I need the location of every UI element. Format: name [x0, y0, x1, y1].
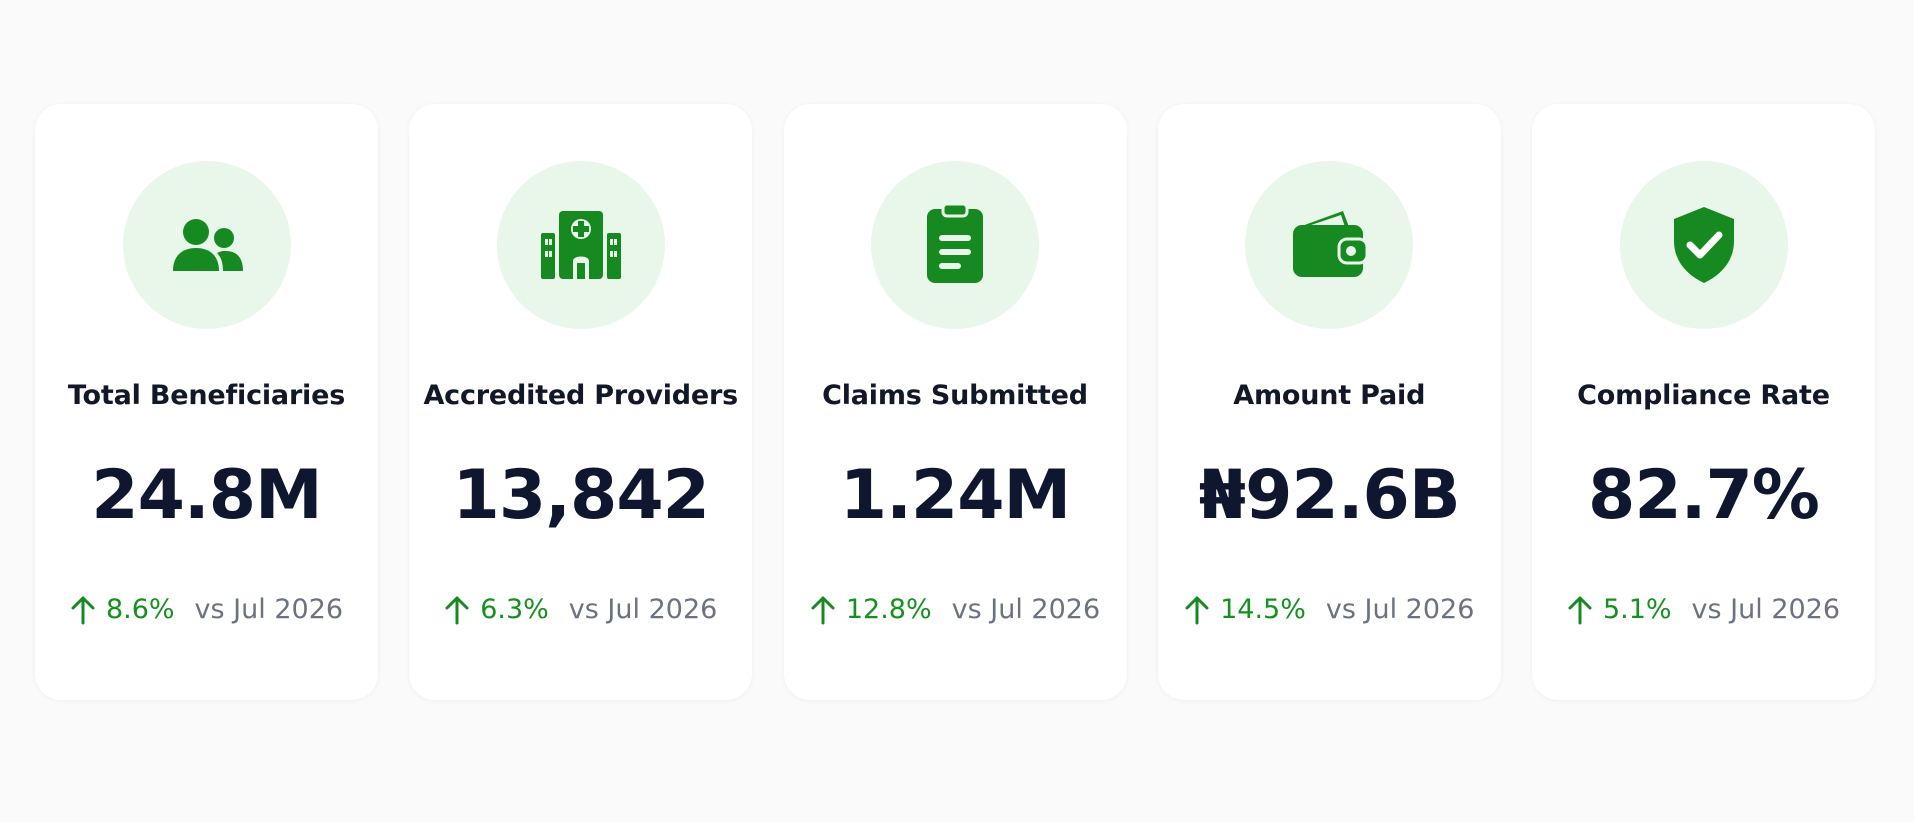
kpi-card-compliance-rate[interactable]: Compliance Rate 82.7% 5.1% vs Jul 2026	[1532, 104, 1875, 700]
kpi-change: 8.6% vs Jul 2026	[35, 594, 378, 625]
users-icon	[172, 219, 243, 271]
kpi-value: 24.8M	[91, 456, 322, 535]
kpi-value: 82.7%	[1588, 456, 1820, 535]
kpi-label: Amount Paid	[1233, 380, 1426, 411]
comparison-period: vs Jul 2026	[194, 594, 344, 625]
change-percent: 14.5%	[1220, 594, 1306, 625]
kpi-change: 6.3% vs Jul 2026	[409, 594, 752, 625]
change-percent: 8.6%	[105, 594, 175, 625]
comparison-period: vs Jul 2026	[1691, 594, 1841, 625]
hospital-icon	[540, 211, 621, 279]
arrow-up-icon	[810, 595, 836, 625]
arrow-up-icon	[1567, 595, 1593, 625]
change-percent: 5.1%	[1602, 594, 1672, 625]
arrow-up-icon	[444, 595, 470, 625]
kpi-label: Compliance Rate	[1577, 380, 1830, 411]
kpi-label: Claims Submitted	[822, 380, 1088, 411]
kpi-card-total-beneficiaries[interactable]: Total Beneficiaries 24.8M 8.6% vs Jul 20…	[35, 104, 378, 700]
kpi-value: 1.24M	[839, 456, 1071, 535]
clipboard-icon	[927, 202, 983, 283]
kpi-change: 14.5% vs Jul 2026	[1158, 594, 1501, 625]
arrow-up-icon	[70, 595, 96, 625]
shield-check-icon	[1673, 207, 1734, 283]
icon-circle	[1619, 161, 1788, 329]
change-percent: 6.3%	[480, 594, 549, 625]
kpi-card-row: Total Beneficiaries 24.8M 8.6% vs Jul 20…	[35, 104, 1875, 700]
kpi-label: Accredited Providers	[423, 380, 739, 411]
kpi-card-amount-paid[interactable]: Amount Paid ₦92.6B 14.5% vs Jul 2026	[1157, 104, 1501, 700]
comparison-period: vs Jul 2026	[568, 594, 718, 625]
kpi-change: 12.8% vs Jul 2026	[784, 594, 1127, 625]
change-percent: 12.8%	[845, 594, 932, 625]
kpi-change: 5.1% vs Jul 2026	[1532, 594, 1875, 625]
kpi-label: Total Beneficiaries	[67, 380, 346, 411]
arrow-up-icon	[1184, 595, 1210, 625]
kpi-value: 13,842	[452, 456, 710, 535]
kpi-card-claims-submitted[interactable]: Claims Submitted 1.24M 12.8% vs Jul 2026	[783, 104, 1127, 700]
kpi-card-accredited-providers[interactable]: Accredited Providers 13,842 6.3% vs Jul …	[409, 104, 753, 700]
icon-circle	[1245, 161, 1414, 329]
icon-circle	[122, 161, 291, 329]
comparison-period: vs Jul 2026	[1325, 594, 1475, 625]
wallet-icon	[1293, 211, 1369, 277]
kpi-value: ₦92.6B	[1198, 456, 1461, 535]
icon-circle	[496, 161, 665, 329]
comparison-period: vs Jul 2026	[951, 594, 1101, 625]
icon-circle	[871, 161, 1039, 329]
